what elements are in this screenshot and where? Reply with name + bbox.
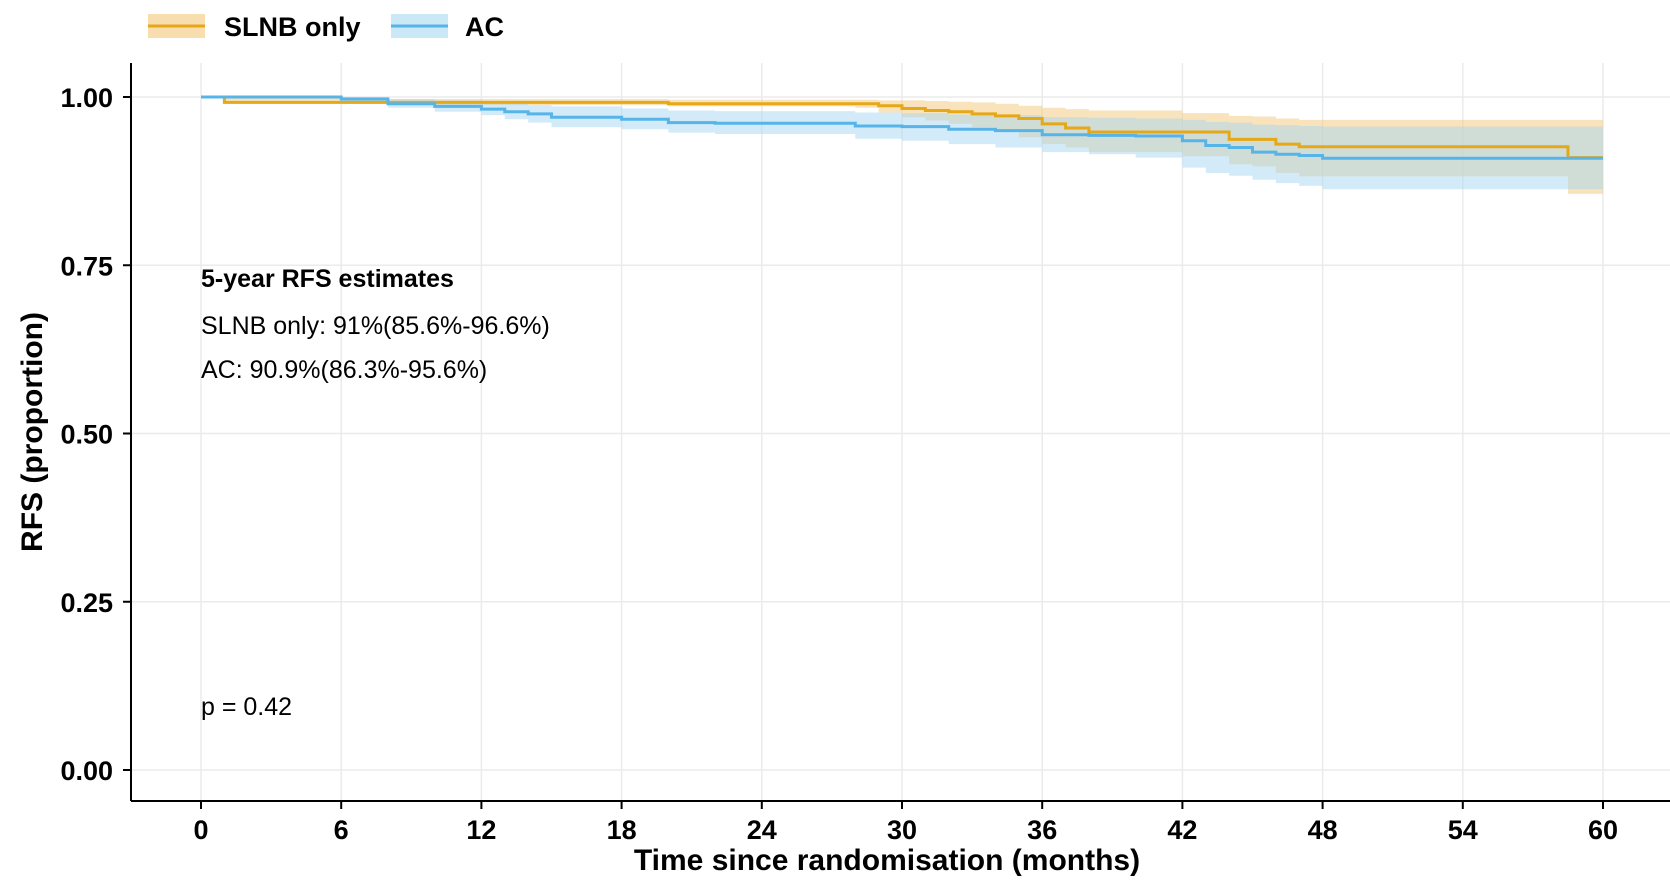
ci-band-1 xyxy=(201,97,1603,190)
p-value: p = 0.42 xyxy=(201,693,292,721)
x-axis-title: Time since randomisation (months) xyxy=(634,844,1140,877)
x-tick-label: 42 xyxy=(1167,815,1197,845)
legend: SLNB only AC xyxy=(148,12,504,42)
x-tick-label: 54 xyxy=(1448,815,1478,845)
x-tick-label: 12 xyxy=(466,815,496,845)
survival-line-1 xyxy=(201,95,1603,160)
y-axis-title: RFS (proportion) xyxy=(16,312,49,552)
x-tick-label: 6 xyxy=(334,815,349,845)
legend-label-slnb: SLNB only xyxy=(224,12,361,42)
survival-line-0 xyxy=(201,95,1603,160)
ci-band-0 xyxy=(201,97,1603,194)
estimate-slnb: SLNB only: 91%(85.6%-96.6%) xyxy=(201,312,550,340)
confidence-bands xyxy=(201,97,1603,194)
y-tick-label: 0.75 xyxy=(60,251,113,281)
x-tick-label: 48 xyxy=(1308,815,1338,845)
y-axis-ticks: 0.00 0.25 0.50 0.75 1.00 xyxy=(60,83,131,786)
estimate-ac: AC: 90.9%(86.3%-95.6%) xyxy=(201,356,487,384)
rfs-estimates-annotation: 5-year RFS estimates SLNB only: 91%(85.6… xyxy=(201,265,550,384)
x-tick-label: 0 xyxy=(193,815,208,845)
x-tick-label: 30 xyxy=(887,815,917,845)
x-tick-label: 36 xyxy=(1027,815,1057,845)
x-tick-label: 60 xyxy=(1588,815,1618,845)
y-tick-label: 0.50 xyxy=(60,420,113,450)
estimates-title: 5-year RFS estimates xyxy=(201,265,454,293)
y-tick-label: 1.00 xyxy=(60,83,113,113)
legend-label-ac: AC xyxy=(465,12,504,42)
x-tick-label: 18 xyxy=(607,815,637,845)
survival-curves xyxy=(201,95,1603,160)
y-tick-label: 0.00 xyxy=(60,756,113,786)
x-tick-label: 24 xyxy=(747,815,777,845)
y-tick-label: 0.25 xyxy=(60,588,113,618)
x-axis-ticks: 0 6 12 18 24 30 36 42 48 54 60 xyxy=(193,801,1618,845)
